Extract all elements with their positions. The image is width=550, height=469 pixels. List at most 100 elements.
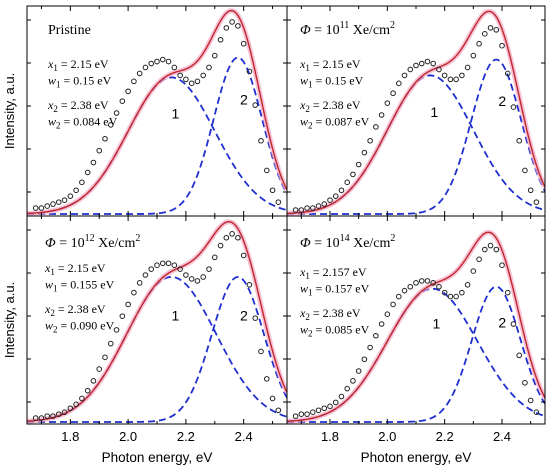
data-point (321, 201, 328, 207)
data-point (418, 60, 425, 67)
data-point (361, 149, 368, 156)
x-tick-label: 2.0 (119, 429, 137, 444)
data-point (373, 124, 379, 130)
data-point (396, 80, 402, 87)
data-point (401, 72, 408, 79)
data-point (355, 161, 362, 168)
data-point (533, 199, 540, 205)
peak-label-2: 2 (240, 307, 248, 323)
data-point (459, 72, 465, 79)
data-point (50, 201, 56, 207)
data-point (504, 70, 511, 77)
panel-title: Φ = 1014 Xe/cm2 (300, 233, 395, 251)
data-point (533, 409, 540, 416)
x-tick-label: 2.2 (436, 429, 454, 444)
peak-label-1: 1 (172, 105, 180, 121)
data-point (378, 321, 385, 327)
data-point (79, 179, 85, 186)
data-point (263, 167, 270, 174)
data-point (258, 348, 264, 355)
data-point (67, 405, 74, 412)
data-point (350, 171, 356, 178)
fit-parameter: x2 = 2.38 eV (47, 98, 109, 114)
data-point (61, 197, 68, 203)
data-point (171, 64, 178, 71)
data-point (131, 78, 137, 85)
x-tick-label: 2.4 (493, 429, 511, 444)
data-point (516, 137, 523, 144)
data-point (304, 411, 310, 417)
data-point (476, 256, 482, 263)
data-point (206, 266, 212, 272)
data-point (113, 327, 120, 333)
data-point (119, 313, 126, 319)
data-point (367, 137, 373, 144)
fit-parameter: x1 = 2.15 eV (299, 57, 361, 73)
component-2-curve (27, 56, 287, 215)
data-point (396, 293, 402, 300)
data-point (327, 403, 333, 410)
data-point (384, 311, 391, 318)
data-point (32, 415, 39, 421)
data-point (482, 246, 488, 253)
data-point (321, 405, 328, 412)
fit-parameter: w2 = 0.084 eV (48, 115, 118, 131)
peak-label-2: 2 (240, 92, 248, 108)
data-point (338, 187, 345, 194)
data-point (44, 203, 51, 209)
fit-curve (27, 9, 287, 215)
data-point (96, 147, 103, 154)
data-point (235, 234, 241, 241)
data-point (441, 72, 448, 79)
data-point (159, 56, 166, 63)
fit-curve (287, 231, 545, 422)
data-point (487, 242, 494, 249)
data-point (413, 62, 419, 69)
data-point (493, 246, 500, 253)
data-point (298, 207, 305, 213)
data-point (522, 167, 528, 174)
peak-label-2: 2 (498, 314, 506, 330)
fit-parameter: x1 = 2.15 eV (44, 261, 106, 277)
data-point (327, 197, 333, 203)
fit-parameter: w2 = 0.090 eV (45, 319, 115, 335)
fit-parameter: w2 = 0.087 eV (300, 115, 370, 131)
data-point (217, 242, 224, 249)
data-point (493, 27, 500, 33)
data-point (430, 60, 437, 67)
data-point (510, 321, 517, 327)
data-point (453, 293, 459, 300)
data-point (310, 409, 316, 416)
plot-area-2 (287, 8, 545, 216)
data-point (148, 266, 155, 272)
data-point (470, 268, 477, 274)
data-point (384, 100, 391, 106)
data-point (229, 231, 235, 237)
data-point (246, 68, 253, 75)
data-point (373, 332, 379, 339)
data-point (32, 205, 39, 211)
data-point (159, 260, 166, 267)
data-point (464, 282, 471, 288)
data-point (240, 252, 247, 259)
fit-parameter: w2 = 0.085 eV (300, 323, 370, 339)
fit-parameter: x1 = 2.15 eV (47, 57, 109, 73)
data-point (298, 411, 305, 417)
data-point (211, 52, 218, 59)
data-point (84, 387, 91, 394)
x-tick-label: 1.8 (61, 429, 79, 444)
data-point (292, 207, 299, 213)
fit-parameter: w1 = 0.157 eV (300, 282, 370, 298)
data-point (38, 415, 45, 421)
data-point (125, 88, 131, 95)
data-point (344, 179, 351, 186)
data-point (413, 280, 419, 286)
panel-4: 1.8 2.0 2.2 2.4 Photon energy, eV Φ = 1014 Xe… (286, 215, 546, 465)
data-point (510, 104, 517, 110)
data-point (61, 409, 68, 416)
data-point (269, 395, 276, 402)
data-point (119, 98, 126, 104)
component-2-curve (287, 285, 545, 423)
data-point (102, 135, 108, 142)
